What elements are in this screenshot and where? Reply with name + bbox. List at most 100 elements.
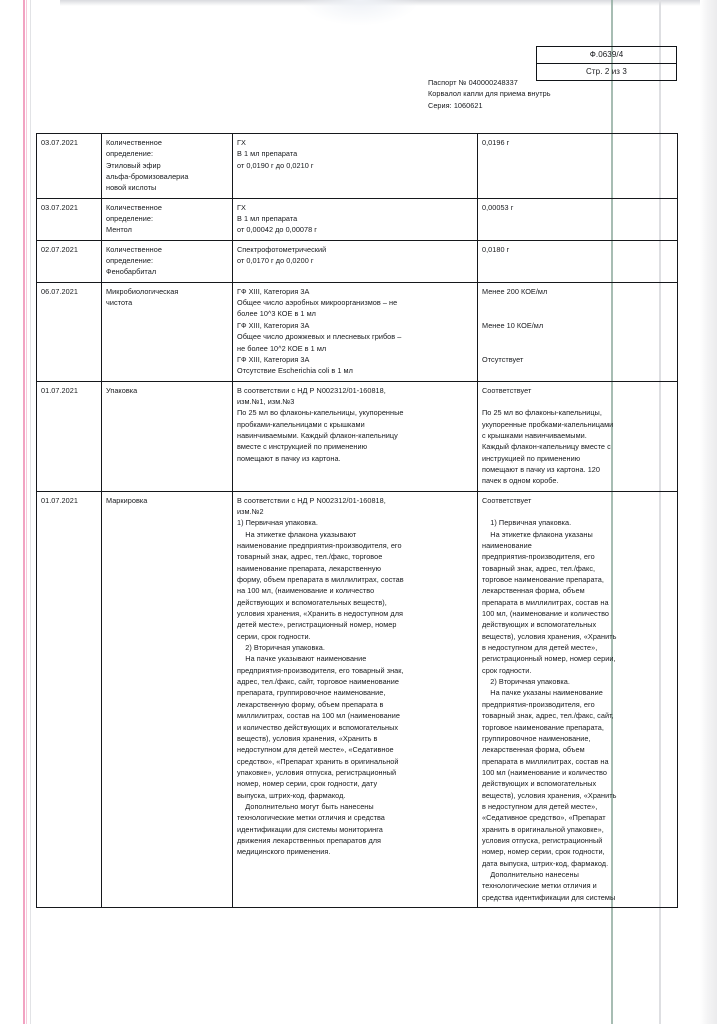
result-cell: Соответствует 1) Первичная упаковка. На … xyxy=(477,490,678,909)
requirement-cell: В соответствии с НД Р N002312/01-160818,… xyxy=(232,490,478,909)
result-cell-line xyxy=(482,343,673,354)
test-date-cell: 02.07.2021 xyxy=(36,239,102,283)
result-cell-line: торговое наименование препарата, xyxy=(482,575,604,585)
result-cell-line xyxy=(482,506,673,517)
requirement-cell-line: упаковке», условия отпуска, регистрацион… xyxy=(237,767,397,777)
result-cell-line: 2) Вторичная упаковка. xyxy=(482,677,570,687)
result-cell-line: торговое наименование препарата, xyxy=(482,722,604,732)
requirement-cell-line: недоступном для детей месте», «Седативно… xyxy=(237,745,394,755)
result-cell-line: 0,00053 г xyxy=(482,202,514,212)
requirement-cell-line: Отсутствие Escherichia coli в 1 мл xyxy=(237,366,353,376)
requirement-cell-line: миллилитрах, состав на 100 мл (наименова… xyxy=(237,711,400,721)
passport-number: Паспорт № 040000248337 xyxy=(428,78,518,87)
scan-artifact-pink-line xyxy=(23,0,25,1024)
parameter-cell: Микробиологическая чистота xyxy=(101,281,233,382)
requirement-cell-line: и количество действующих и вспомогательн… xyxy=(237,722,399,732)
result-cell-line: Соответствует xyxy=(482,495,532,505)
result-cell-line: Каждый флакон-капельницу вместе с xyxy=(482,442,611,452)
test-date-cell: 03.07.2021 xyxy=(36,197,102,241)
scan-top-shadow xyxy=(60,0,700,6)
parameter-cell-line: Количественное xyxy=(106,202,162,212)
requirement-cell-line: ГФ XIII, Категория 3А xyxy=(237,354,310,364)
parameter-cell-line: Маркировка xyxy=(106,495,148,505)
parameter-cell: Маркировка xyxy=(101,490,233,909)
requirement-cell-line: 2) Вторичная упаковка. xyxy=(237,643,325,653)
requirement-cell-line: медицинского применения. xyxy=(237,847,331,857)
result-cell-line: инструкцией по применению xyxy=(482,453,581,463)
table-row: 02.07.2021 Количественное определение: Фено… xyxy=(36,239,678,283)
requirement-cell-line: пробками-капельницами с крышками xyxy=(237,419,365,429)
requirement-cell-line: навинчиваемыми. Каждый флакон-капельницу xyxy=(237,430,398,440)
requirement-cell-line: движения лекарственных препаратов для xyxy=(237,835,382,845)
result-cell-line: препарата в миллилитрах, состав на xyxy=(482,756,609,766)
requirement-cell-line: В соответствии с НД Р N002312/01-160818, xyxy=(237,495,386,505)
parameter-cell: Количественное определение: Фенобарбитал xyxy=(101,239,233,283)
result-cell-line: с крышками навинчиваемыми. xyxy=(482,430,587,440)
requirement-cell-line: По 25 мл во флаконы-капельницы, укупорен… xyxy=(237,408,404,418)
parameter-cell-line: Фенобарбитал xyxy=(106,267,157,277)
requirement-cell-line: Дополнительно могут быть нанесены xyxy=(237,801,374,811)
requirement-cell-line: товарный знак, адрес, тел./факс, торгово… xyxy=(237,552,383,562)
result-cell: 0,00053 г xyxy=(477,197,678,241)
result-cell-line: товарный знак, адрес, тел./факс, xyxy=(482,563,596,573)
result-cell-line: пачек в одном коробе. xyxy=(482,476,559,486)
product-name: Корвалол капли для приема внутрь xyxy=(428,89,551,99)
requirement-cell-line: изм.№1, изм.№3 xyxy=(237,396,295,406)
requirement-cell-line: серии, срок годности. xyxy=(237,631,311,641)
parameter-cell-line: Упаковка xyxy=(106,385,138,395)
form-code-value: Ф.0639/4 xyxy=(537,47,676,64)
requirement-cell-line: веществ), условия хранения, «Хранить в xyxy=(237,733,378,743)
result-cell-line: 100 мл (наименование и количество xyxy=(482,767,607,777)
result-cell-line: Менее 200 КОЕ/мл xyxy=(482,286,548,296)
result-cell-line: На пачке указаны наименование xyxy=(482,688,603,698)
requirement-cell-line: более 10^3 КОЕ в 1 мл xyxy=(237,309,316,319)
result-cell-line: наименование xyxy=(482,541,532,550)
requirement-cell-line: форму, объем препарата в миллилитрах, со… xyxy=(237,575,404,585)
parameter-cell-line: чистота xyxy=(106,298,133,308)
requirement-cell-line: на 100 мл, (наименование и количество xyxy=(237,586,375,596)
result-cell-line: укупоренные пробками-капельницами xyxy=(482,419,614,429)
result-cell-line: предприятия-производителя, его xyxy=(482,699,595,709)
requirement-cell-line: детей месте», регистрационный номер, ном… xyxy=(237,620,397,630)
requirement-cell-line: ГФ XIII, Категория 3А xyxy=(237,286,310,296)
result-cell-line: веществ), условия хранения, «Хранить xyxy=(482,790,617,800)
result-cell-line: условия отпуска, регистрационный xyxy=(482,835,603,845)
requirement-cell: ГХ В 1 мл препарата от 0,0190 г до 0,0210 … xyxy=(232,133,478,199)
parameter-cell: Количественное определение: Этиловый эфир а… xyxy=(101,133,233,199)
result-cell-line: в недоступном для детей месте», xyxy=(482,643,598,653)
result-cell-line: действующих и вспомогательных xyxy=(482,779,597,789)
result-cell-line: Менее 10 КОЕ/мл xyxy=(482,320,544,330)
result-cell: Менее 200 КОЕ/мл Менее 10 КОЕ/мл Отсутст… xyxy=(477,281,678,382)
parameter-cell-line: определение: xyxy=(106,149,154,159)
requirement-cell-line: Спектрофотометрический xyxy=(237,244,327,254)
requirement-cell-line: ГФ XIII, Категория 3А xyxy=(237,320,310,330)
requirement-cell-line: Общее число аэробных микроорганизмов – н… xyxy=(237,298,398,308)
result-cell-line: 0,0196 г xyxy=(482,138,510,147)
test-date-cell: 01.07.2021 xyxy=(36,490,102,909)
requirement-cell-line: наименование препарата, лекарственную xyxy=(237,563,382,573)
result-cell-line xyxy=(482,396,673,407)
requirement-cell-line: 1) Первичная упаковка. xyxy=(237,518,318,528)
result-cell-line: препарата в миллилитрах, состав на xyxy=(482,597,609,607)
parameter-cell-line: определение: xyxy=(106,256,154,266)
requirement-cell: Спектрофотометрический от 0,0170 г до 0,0… xyxy=(232,239,478,283)
result-cell-line: Соответствует xyxy=(482,385,532,395)
result-cell-line xyxy=(482,297,673,308)
parameter-cell-line: новой кислоты xyxy=(106,183,157,193)
result-cell-line: срок годности. xyxy=(482,665,532,675)
document-identification-block: Паспорт № 040000248337 Корвалол капли дл… xyxy=(428,77,551,111)
parameter-cell: Упаковка xyxy=(101,380,233,492)
requirement-cell-line: вместе с инструкцией по применению xyxy=(237,442,368,452)
result-cell-line xyxy=(482,308,673,319)
requirement-cell-line: адрес, тел./факс, сайт, торговое наимено… xyxy=(237,677,399,687)
requirement-cell-line: идентификации для системы мониторинга xyxy=(237,824,383,834)
requirement-cell-line: препарата, группировочное наименование, xyxy=(237,688,386,698)
result-cell-line: 1) Первичная упаковка. xyxy=(482,518,572,528)
result-cell: 0,0196 г xyxy=(477,133,678,199)
parameter-cell-line: Ментол xyxy=(106,225,132,235)
requirement-cell-line: средство», «Препарат хранить в оригиналь… xyxy=(237,756,399,766)
result-cell-line: помещают в пачку из картона. 120 xyxy=(482,464,601,474)
requirement-cell-line: В 1 мл препарата xyxy=(237,214,298,224)
result-cell-line: хранить в оригинальной упаковке», xyxy=(482,824,604,834)
